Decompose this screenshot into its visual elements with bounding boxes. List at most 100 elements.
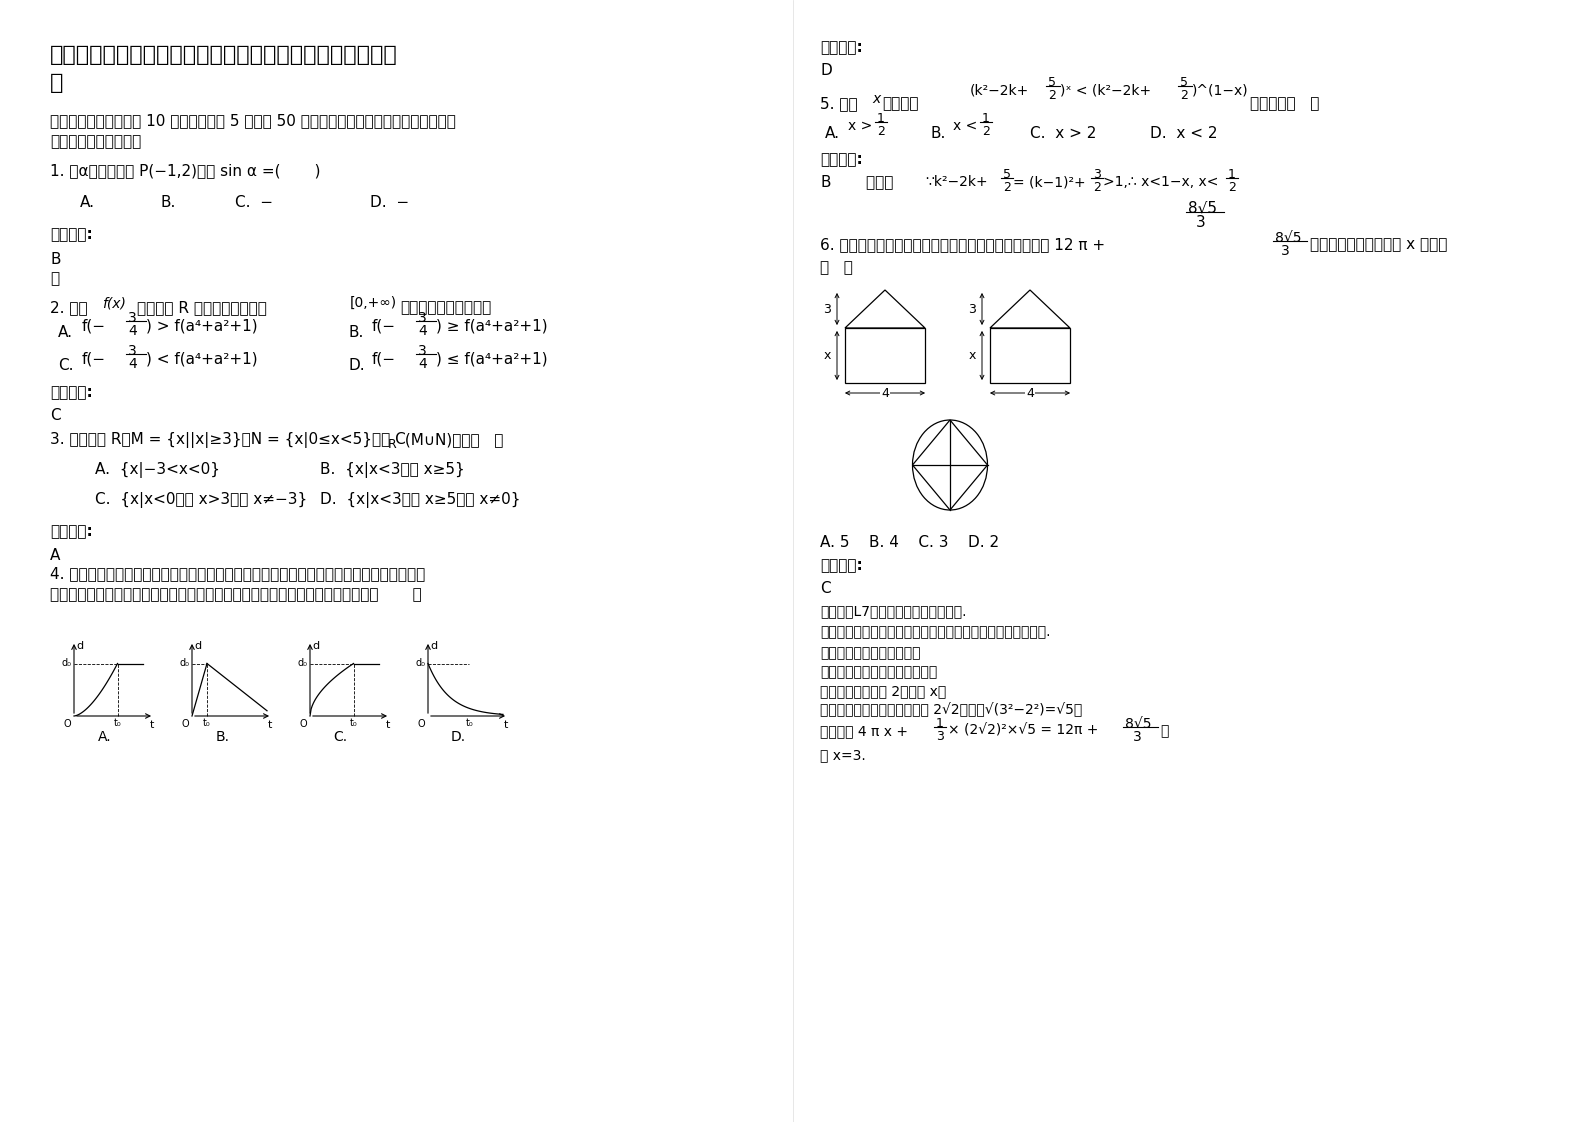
Text: ，则正视图与侧视图中 x 的值为: ，则正视图与侧视图中 x 的值为 <box>1309 237 1447 252</box>
Text: 4: 4 <box>881 386 889 399</box>
Text: B.  {x|x<3，或 x≥5}: B. {x|x<3，或 x≥5} <box>321 462 465 478</box>
Text: B: B <box>51 252 60 267</box>
Text: 上是增函数，则一定有: 上是增函数，则一定有 <box>400 300 492 315</box>
Text: C.  x > 2: C. x > 2 <box>1030 126 1097 141</box>
Text: 参考答案:: 参考答案: <box>820 40 863 55</box>
Text: f(x): f(x) <box>102 296 125 310</box>
Text: x >: x > <box>847 119 876 134</box>
Text: B.: B. <box>160 195 176 210</box>
Text: d: d <box>76 641 83 651</box>
Text: d: d <box>194 641 202 651</box>
Text: 5: 5 <box>1047 76 1055 89</box>
Text: t₀: t₀ <box>465 718 473 728</box>
Text: t: t <box>268 720 271 730</box>
Text: B.: B. <box>216 730 230 744</box>
Text: A.: A. <box>59 325 73 340</box>
Text: ) < f(a⁴+a²+1): ) < f(a⁴+a²+1) <box>146 351 257 366</box>
Text: 故体积为 4 π x +: 故体积为 4 π x + <box>820 724 908 738</box>
Text: 5. 关于: 5. 关于 <box>820 96 857 111</box>
Text: t: t <box>503 720 508 730</box>
Text: R: R <box>387 438 397 451</box>
Text: 一、选择题：本大题共 10 小题，每小题 5 分，共 50 分。在每小题给出的四个选项中，只有: 一、选择题：本大题共 10 小题，每小题 5 分，共 50 分。在每小题给出的四… <box>51 113 455 128</box>
Text: 3: 3 <box>1133 730 1141 744</box>
Text: d₀: d₀ <box>179 659 190 669</box>
Text: D.  x < 2: D. x < 2 <box>1151 126 1217 141</box>
Text: x: x <box>871 92 881 105</box>
Text: C.  {x|x<0，或 x>3，且 x≠−3}: C. {x|x<0，或 x>3，且 x≠−3} <box>95 493 308 508</box>
Text: ) > f(a⁴+a²+1): ) > f(a⁴+a²+1) <box>146 318 257 333</box>
Text: C.: C. <box>333 730 348 744</box>
Text: C: C <box>51 408 60 423</box>
Text: 析: 析 <box>51 73 63 93</box>
Text: 略: 略 <box>51 272 59 286</box>
Text: 3: 3 <box>824 303 832 315</box>
Text: 2. 已知: 2. 已知 <box>51 300 87 315</box>
Text: B.: B. <box>348 325 363 340</box>
Text: A: A <box>51 548 60 563</box>
Text: f(−: f(− <box>83 318 106 333</box>
Text: 2: 2 <box>1047 89 1055 102</box>
Text: f(−: f(− <box>371 351 397 366</box>
Text: d: d <box>430 641 436 651</box>
Text: D.: D. <box>451 730 467 744</box>
Text: 4: 4 <box>417 324 427 338</box>
Text: ，: ， <box>1160 724 1168 738</box>
Text: 1: 1 <box>878 112 886 125</box>
Text: 浙江省杭州市临安职业高中高一数学文下学期期末试题含解: 浙江省杭州市临安职业高中高一数学文下学期期末试题含解 <box>51 45 398 65</box>
Text: 【考点】L7：简单空间图形的三视图.: 【考点】L7：简单空间图形的三视图. <box>820 604 966 618</box>
Text: x: x <box>824 349 832 362</box>
Text: 故 x=3.: 故 x=3. <box>820 748 867 762</box>
Text: C: C <box>820 581 830 596</box>
Text: )^(1−x): )^(1−x) <box>1192 83 1249 96</box>
Text: 4: 4 <box>417 357 427 371</box>
Text: d₀: d₀ <box>416 659 425 669</box>
Text: 【分析】由三视图知该空间几何体为圆柱及四棱锥，从而解得.: 【分析】由三视图知该空间几何体为圆柱及四棱锥，从而解得. <box>820 625 1051 640</box>
Text: 的不等式: 的不等式 <box>882 96 919 111</box>
Text: d₀: d₀ <box>298 659 308 669</box>
Text: 5: 5 <box>1003 168 1011 181</box>
Text: 8√5: 8√5 <box>1274 231 1301 245</box>
Text: C.  −: C. − <box>235 195 273 210</box>
Text: 4: 4 <box>129 324 136 338</box>
Text: )ˣ < (k²−2k+: )ˣ < (k²−2k+ <box>1060 83 1151 96</box>
Text: （   ）: （ ） <box>820 260 852 275</box>
Text: 3: 3 <box>417 311 427 325</box>
Text: 参考答案:: 参考答案: <box>820 558 863 573</box>
Text: B: B <box>820 175 830 190</box>
Text: [0,+∞): [0,+∞) <box>351 296 397 310</box>
Text: ∵k²−2k+: ∵k²−2k+ <box>925 175 987 188</box>
Text: 3: 3 <box>1093 168 1101 181</box>
Text: D.: D. <box>348 358 365 373</box>
Text: 参考答案:: 参考答案: <box>51 524 92 539</box>
Text: t₀: t₀ <box>114 718 121 728</box>
Text: 4. 某学生从家里去学校上学，骑自行车一段时间，因自行车爆胎，后来推车步行，下图中横: 4. 某学生从家里去学校上学，骑自行车一段时间，因自行车爆胎，后来推车步行，下图… <box>51 565 425 581</box>
Text: 是定义在 R 上的偶函数，且在: 是定义在 R 上的偶函数，且在 <box>136 300 267 315</box>
Text: O: O <box>417 719 425 729</box>
Text: t₀: t₀ <box>203 718 211 728</box>
Text: A.: A. <box>98 730 111 744</box>
Text: O: O <box>181 719 189 729</box>
Text: 2: 2 <box>1181 89 1189 102</box>
Text: 的解集是（   ）: 的解集是（ ） <box>1251 96 1319 111</box>
Text: A. 5    B. 4    C. 3    D. 2: A. 5 B. 4 C. 3 D. 2 <box>820 535 1000 550</box>
Text: D: D <box>820 63 832 79</box>
Text: 5: 5 <box>1181 76 1189 89</box>
Text: 2: 2 <box>982 125 990 138</box>
Text: 是一个符合题目要求的: 是一个符合题目要求的 <box>51 134 141 149</box>
Text: d: d <box>313 641 319 651</box>
Text: = (k−1)²+: = (k−1)²+ <box>1013 175 1086 188</box>
Text: D.  {x|x<3，或 x≥5，且 x≠0}: D. {x|x<3，或 x≥5，且 x≠0} <box>321 493 521 508</box>
Text: 解析：: 解析： <box>844 175 893 190</box>
Text: 3: 3 <box>1197 215 1206 230</box>
Text: (k²−2k+: (k²−2k+ <box>970 83 1030 96</box>
Text: 2: 2 <box>1228 181 1236 194</box>
Text: 8√5: 8√5 <box>1125 717 1152 732</box>
Text: 2: 2 <box>1093 181 1101 194</box>
Text: ) ≤ f(a⁴+a²+1): ) ≤ f(a⁴+a²+1) <box>436 351 548 366</box>
Text: D.  −: D. − <box>370 195 409 210</box>
Text: 【解答】解：由三视图知，: 【解答】解：由三视图知， <box>820 646 920 660</box>
Text: 4: 4 <box>129 357 136 371</box>
Text: f(−: f(− <box>83 351 106 366</box>
Text: 3: 3 <box>1281 243 1290 258</box>
Text: >1,∴ x<1−x, x<: >1,∴ x<1−x, x< <box>1103 175 1219 188</box>
